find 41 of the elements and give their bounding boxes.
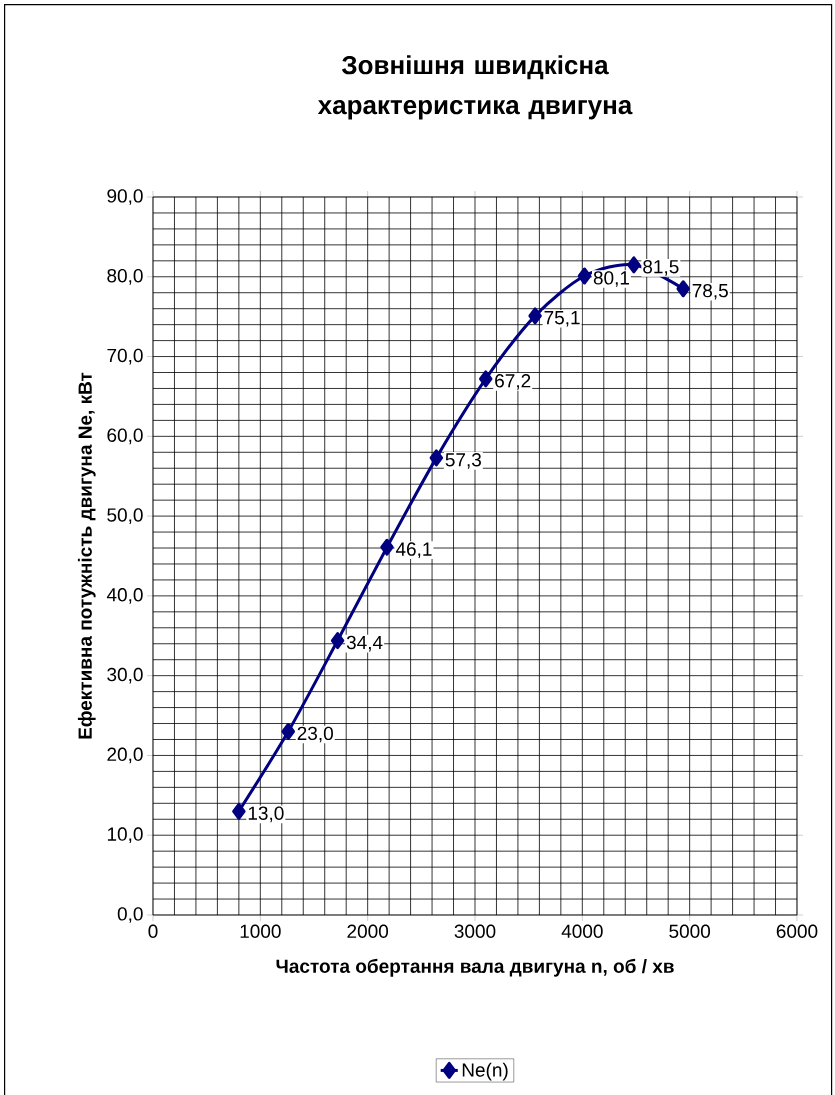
x-tick-label: 6000 <box>776 924 818 938</box>
legend-label: Ne(n) <box>462 1062 508 1081</box>
x-tick-label: 4000 <box>561 924 603 938</box>
point <box>676 280 690 298</box>
x-tick-label: 5000 <box>669 924 711 938</box>
data-label: 81,5 <box>643 259 679 276</box>
point <box>627 256 641 274</box>
y-tick-label: 50,0 <box>107 508 143 524</box>
y-axis-title: Ефективна потужність двигуна Ne, кВт <box>77 372 96 739</box>
point <box>528 307 542 325</box>
y-tick-label: 20,0 <box>107 747 143 764</box>
x-axis-title: Частота обертання вала двигуна n, об / хв <box>276 958 674 977</box>
y-tick-label: 0,0 <box>117 907 143 923</box>
point <box>330 632 345 650</box>
data-label: 13,0 <box>248 806 284 823</box>
data-label: 78,5 <box>692 283 728 300</box>
data-label: 80,1 <box>593 271 630 287</box>
y-tick-label: 90,0 <box>107 189 143 205</box>
x-tick-label: 2000 <box>347 924 389 938</box>
y-tick-label: 30,0 <box>107 667 143 684</box>
y-tick-label: 60,0 <box>107 428 143 445</box>
data-label: 23,0 <box>297 726 333 743</box>
point <box>380 538 394 556</box>
y-tick-label: 70,0 <box>107 348 143 365</box>
point <box>478 370 493 388</box>
data-label: 67,2 <box>495 374 531 390</box>
data-label: 75,1 <box>544 311 580 327</box>
point <box>577 267 592 285</box>
data-label: 57,3 <box>445 453 481 469</box>
y-tick-label: 10,0 <box>107 827 143 844</box>
point <box>232 802 246 820</box>
chart-title: Зовнішня швидкісна характеристика двигуна <box>317 55 633 120</box>
point <box>429 449 444 467</box>
data-label: 46,1 <box>395 542 432 559</box>
x-tick-label: 1000 <box>240 924 281 938</box>
y-tick-label: 40,0 <box>106 588 143 604</box>
x-tick-label: 3000 <box>454 924 496 938</box>
point <box>281 723 295 741</box>
data-label: 34,4 <box>346 635 383 652</box>
y-tick-label: 80,0 <box>107 268 143 285</box>
x-tick-label: 0 <box>148 924 158 938</box>
